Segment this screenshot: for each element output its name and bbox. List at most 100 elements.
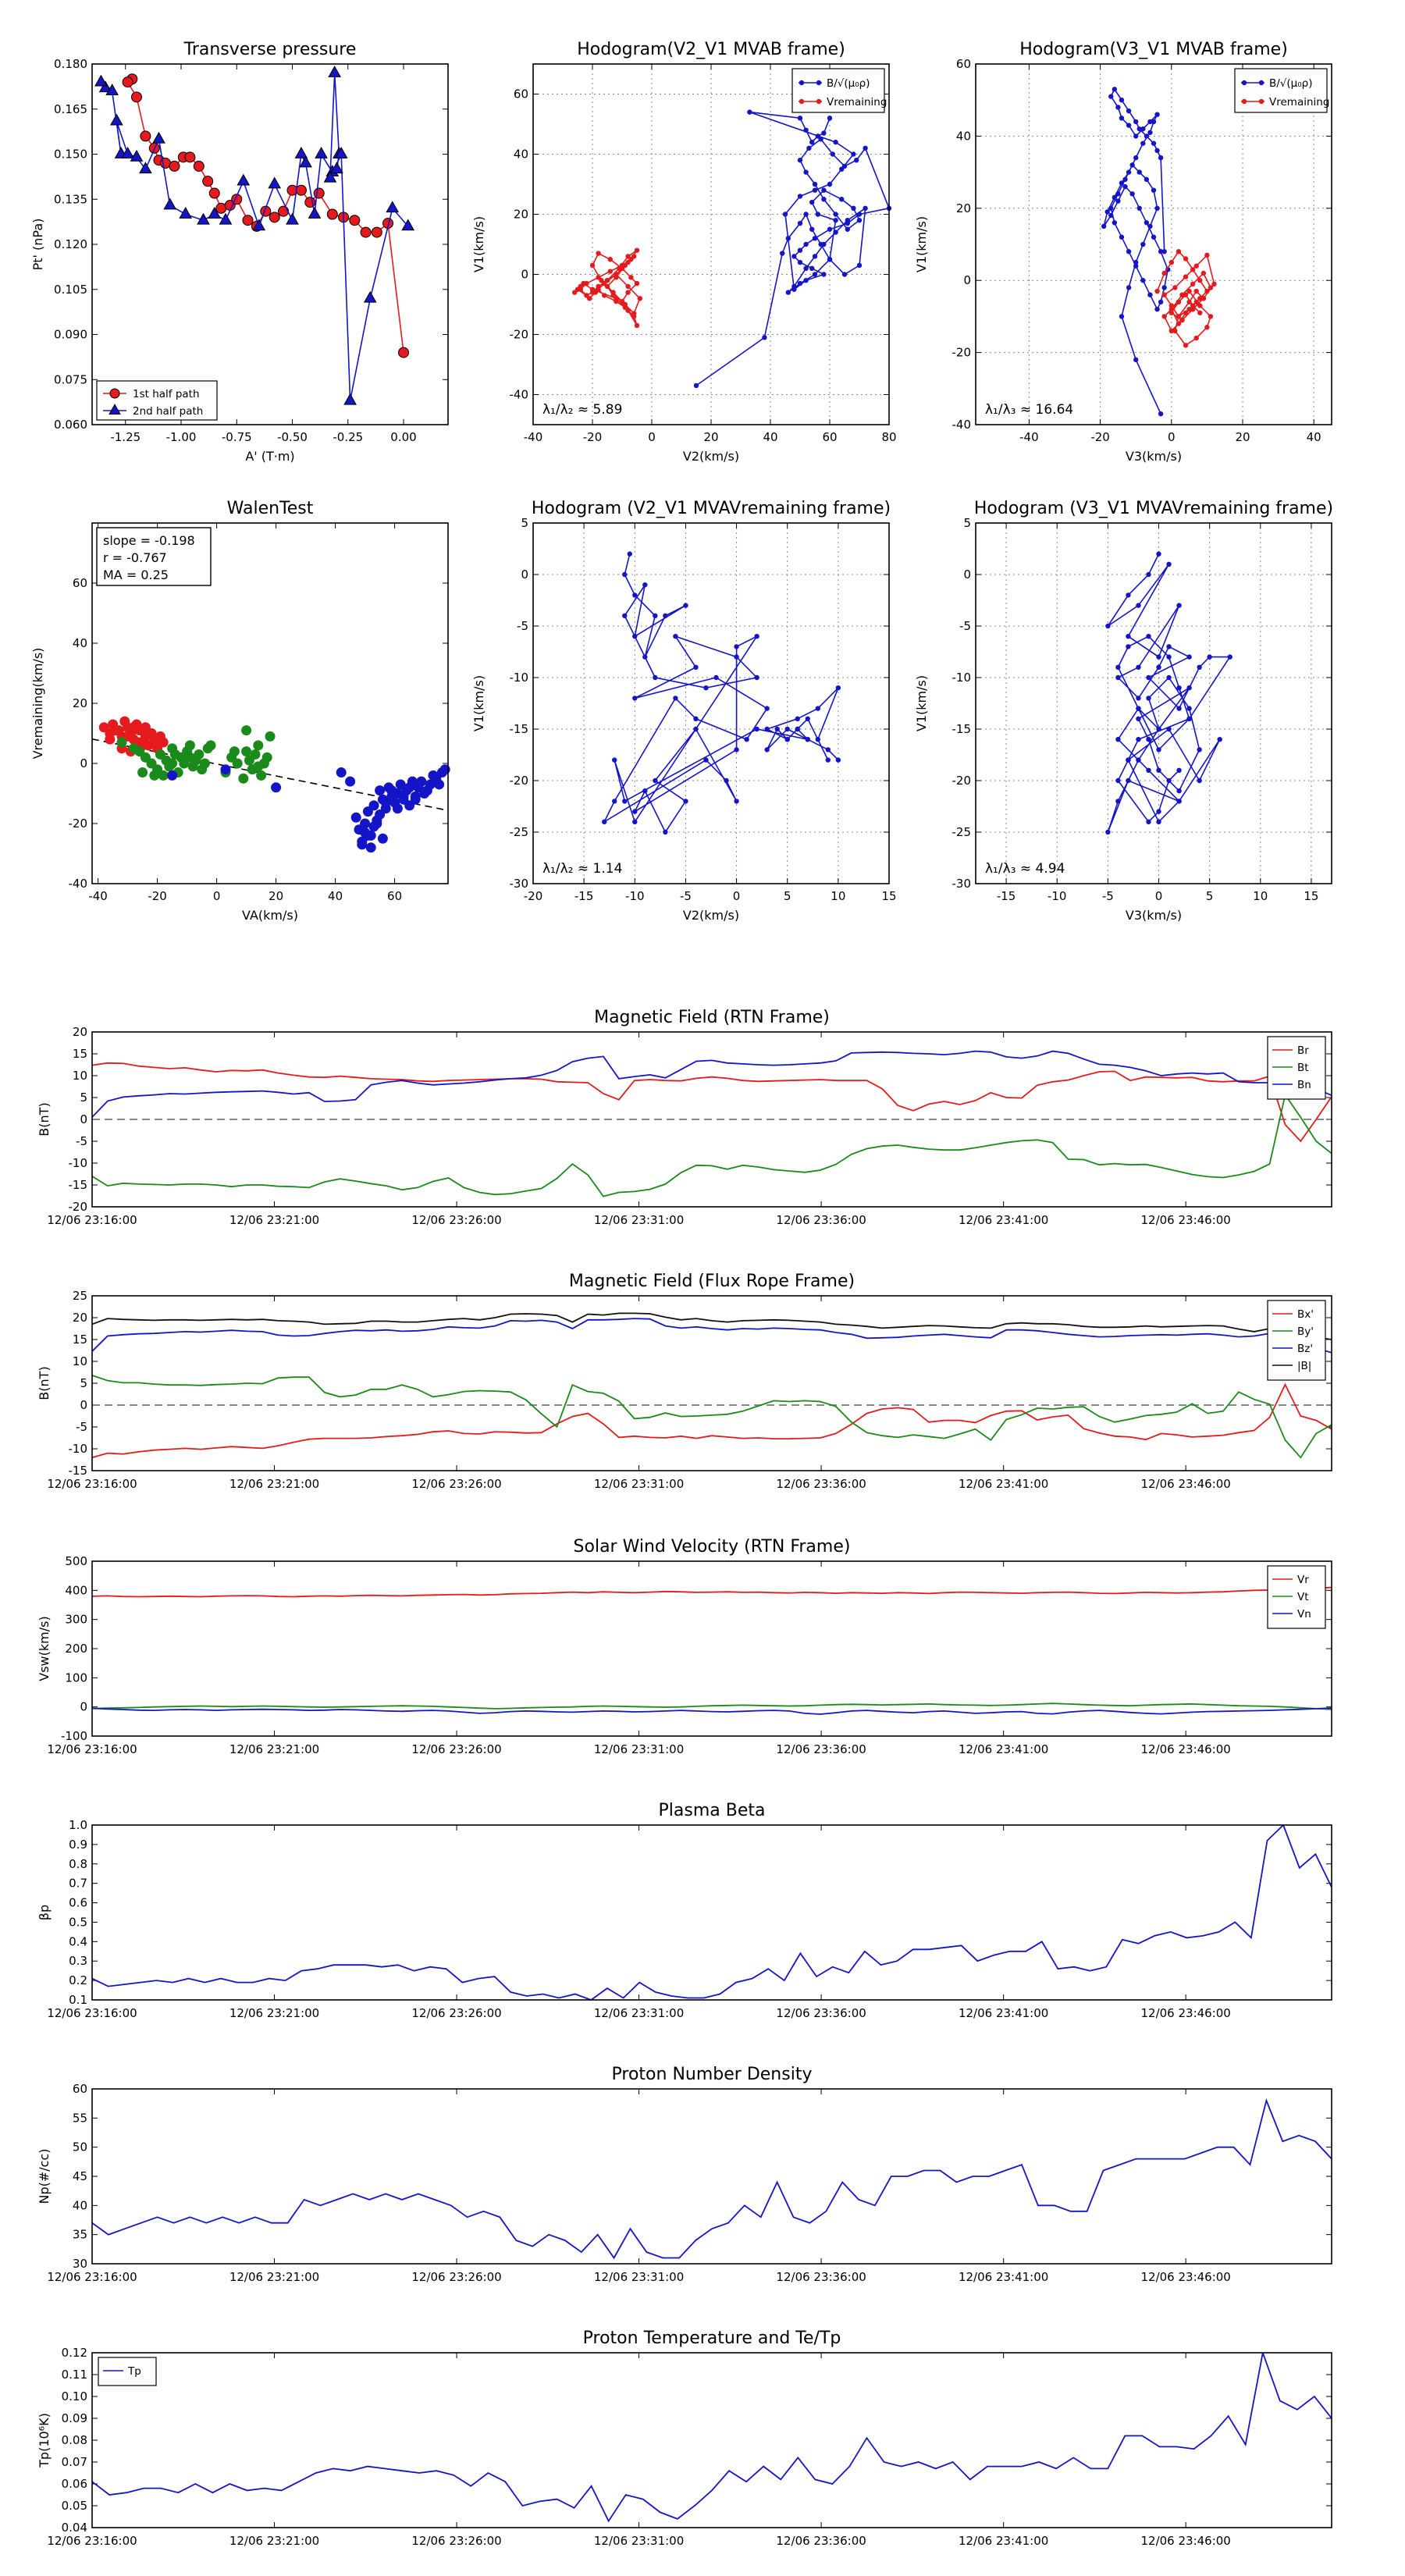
x-tick-label: 0 <box>648 430 656 444</box>
y-tick-label: 400 <box>65 1583 87 1597</box>
x-tick-label: 60 <box>822 430 837 444</box>
data-point <box>1156 767 1161 773</box>
time-tick-label: 12/06 23:36:00 <box>776 1477 866 1491</box>
data-point <box>632 819 638 825</box>
y-tick-label: 0.135 <box>54 192 87 206</box>
legend-marker <box>109 388 120 399</box>
x-tick-label: -40 <box>88 889 108 903</box>
x-tick-label: -15 <box>997 889 1016 903</box>
y-tick-label: 10 <box>73 1354 87 1368</box>
legend-label: Vr <box>1297 1574 1309 1586</box>
data-point <box>184 740 195 751</box>
data-point <box>1190 281 1196 287</box>
y-tick-label: 0.090 <box>54 328 87 342</box>
y-tick-label: 60 <box>956 57 971 71</box>
data-point <box>386 201 400 213</box>
data-point <box>1156 809 1161 814</box>
data-point <box>754 634 759 639</box>
data-point <box>632 592 638 598</box>
data-point <box>1161 270 1167 276</box>
y-tick-label: -15 <box>69 1464 88 1478</box>
data-point <box>1204 252 1210 258</box>
data-point <box>1176 799 1182 804</box>
data-point <box>747 109 752 115</box>
y-tick-label: 0.6 <box>69 1896 87 1910</box>
time-tick-label: 12/06 23:41:00 <box>959 2534 1048 2548</box>
data-point <box>163 197 177 210</box>
time-tick-label: 12/06 23:26:00 <box>411 1477 501 1491</box>
data-point <box>863 145 868 151</box>
data-point <box>1115 737 1121 742</box>
data-point <box>1172 285 1178 290</box>
data-point <box>1176 321 1182 326</box>
x-tick-label: -5 <box>1102 889 1114 903</box>
data-point <box>360 827 371 838</box>
x-tick-label: 40 <box>328 889 343 903</box>
y-tick-label: 0.12 <box>62 2346 87 2360</box>
data-point <box>812 187 818 193</box>
data-point <box>1156 726 1161 732</box>
eigenvalue-ratio: λ₁/λ₂ ≈ 5.89 <box>542 402 622 418</box>
x-tick-label: -10 <box>625 889 645 903</box>
y-tick-label: 20 <box>73 1311 87 1325</box>
data-point <box>632 696 638 701</box>
data-point <box>375 785 386 796</box>
data-point <box>833 229 838 235</box>
y-tick-label: 5 <box>521 516 528 530</box>
data-point <box>1112 87 1118 92</box>
data-point <box>179 207 193 219</box>
eigenvalue-ratio: λ₁/λ₂ ≈ 1.14 <box>542 861 622 877</box>
series-line <box>92 1703 1332 1710</box>
data-point <box>1161 314 1167 319</box>
data-point <box>830 151 836 157</box>
data-point <box>1115 198 1121 204</box>
data-point <box>386 785 397 796</box>
data-point <box>625 283 631 290</box>
time-tick-label: 12/06 23:41:00 <box>959 1742 1048 1756</box>
data-point <box>368 800 379 811</box>
data-point <box>371 226 382 238</box>
data-point <box>596 275 601 280</box>
time-tick-label: 12/06 23:31:00 <box>594 1213 684 1227</box>
data-point <box>693 382 699 389</box>
data-point <box>683 799 688 804</box>
data-point <box>754 726 759 732</box>
y-tick-label: 55 <box>73 2111 87 2125</box>
data-point <box>1156 664 1161 670</box>
series-line <box>603 553 839 834</box>
data-point <box>336 767 347 778</box>
y-tick-label: 200 <box>65 1642 87 1656</box>
data-point <box>237 173 251 186</box>
y-tick-label: 5 <box>80 1091 87 1105</box>
legend: B/√(μ₀ρ) Vremaining <box>791 68 887 113</box>
data-point <box>152 131 165 144</box>
data-point <box>401 219 415 231</box>
y-axis-label: Np(#/cc) <box>37 2149 52 2204</box>
data-point <box>856 218 863 223</box>
data-point <box>653 613 658 618</box>
data-point <box>1176 706 1182 711</box>
data-point <box>380 797 391 808</box>
data-point <box>851 205 856 211</box>
data-point <box>803 265 809 271</box>
data-point <box>349 215 361 226</box>
legend: B/√(μ₀ρ) Vremaining <box>1234 68 1329 113</box>
legend-marker <box>1241 98 1247 105</box>
data-point <box>1126 169 1132 175</box>
legend-marker <box>799 98 805 105</box>
data-point <box>1140 241 1146 247</box>
data-point <box>1193 288 1199 294</box>
data-point <box>1154 205 1160 211</box>
fit-line <box>92 738 448 812</box>
data-point <box>1158 299 1164 305</box>
data-point <box>1133 155 1139 161</box>
data-point <box>1104 209 1110 215</box>
data-point <box>632 634 638 639</box>
data-point <box>1168 328 1175 334</box>
data-point <box>1146 819 1151 825</box>
legend-label: Bx' <box>1297 1308 1314 1321</box>
data-point <box>1211 281 1217 287</box>
legend: 1st half path 2nd half path <box>96 380 218 421</box>
y-axis-label: V1(km/s) <box>914 675 929 731</box>
data-point <box>1200 270 1207 276</box>
